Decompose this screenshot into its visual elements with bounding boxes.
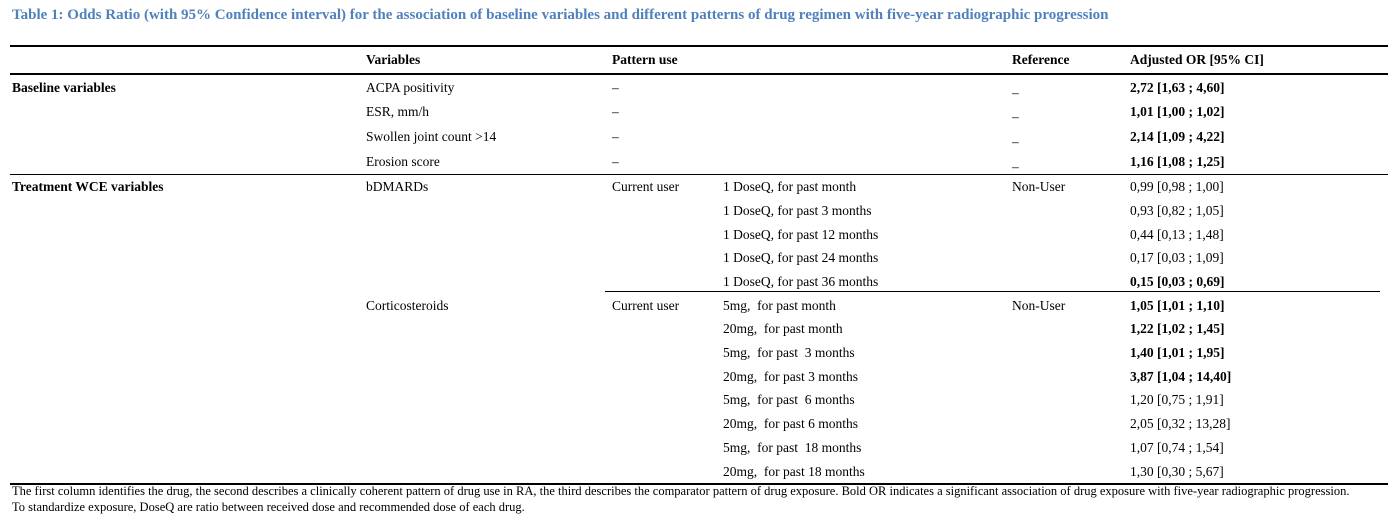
dose-cell: 20mg, for past 6 months: [723, 416, 858, 432]
table-row: 20mg, for past 18 months 1,30 [0,30 ; 5,…: [10, 459, 1388, 486]
or-cell: 0,44 [0,13 ; 1,48]: [1130, 226, 1224, 242]
or-cell: 1,20 [0,75 ; 1,91]: [1130, 392, 1224, 408]
reference-cell: Non-User: [1012, 179, 1066, 195]
pattern-cell: –: [612, 154, 619, 170]
table-row: 5mg, for past 3 months 1,40 [1,01 ; 1,95…: [10, 341, 1388, 365]
column-header-adjusted-or: Adjusted OR [95% CI]: [1130, 52, 1264, 68]
or-cell: 0,93 [0,82 ; 1,05]: [1130, 202, 1224, 218]
table-row: ESR, mm/h – – 1,01 [1,00 ; 1,02]: [10, 100, 1388, 125]
or-cell: 0,17 [0,03 ; 1,09]: [1130, 250, 1224, 266]
table-row: 1 DoseQ, for past 24 months 0,17 [0,03 ;…: [10, 246, 1388, 270]
reference-cell: –: [1012, 84, 1019, 100]
table-row: 5mg, for past 6 months 1,20 [0,75 ; 1,91…: [10, 388, 1388, 412]
table-row: 1 DoseQ, for past 36 months 0,15 [0,03 ;…: [10, 270, 1388, 294]
or-cell: 0,15 [0,03 ; 0,69]: [1130, 274, 1225, 290]
variable-cell: ESR, mm/h: [366, 104, 430, 120]
dose-cell: 20mg, for past 3 months: [723, 368, 858, 384]
pattern-cell: Current user: [612, 179, 680, 195]
group-cell: Baseline variables: [12, 79, 116, 95]
dose-cell: 20mg, for past month: [723, 321, 843, 337]
dose-cell: 5mg, for past 6 months: [723, 392, 855, 408]
or-cell: 1,01 [1,00 ; 1,02]: [1130, 104, 1225, 120]
variable-cell: Corticosteroids: [366, 297, 449, 313]
table-row: 5mg, for past 18 months 1,07 [0,74 ; 1,5…: [10, 436, 1388, 460]
table-footnote: The first column identifies the drug, th…: [12, 484, 1350, 514]
table-row: 1 DoseQ, for past 12 months 0,44 [0,13 ;…: [10, 223, 1388, 247]
odds-ratio-table: Variables Pattern use Reference Adjusted…: [10, 45, 1388, 486]
table-row: Swollen joint count >14 – – 2,14 [1,09 ;…: [10, 125, 1388, 150]
table-header-row: Variables Pattern use Reference Adjusted…: [10, 47, 1388, 75]
reference-cell: Non-User: [1012, 297, 1066, 313]
pattern-cell: Current user: [612, 297, 680, 313]
table-row: Erosion score – – 1,16 [1,08 ; 1,25]: [10, 149, 1388, 176]
table-title: Table 1: Odds Ratio (with 95% Confidence…: [12, 7, 1109, 23]
dose-cell: 5mg, for past 18 months: [723, 439, 862, 455]
column-header-pattern-use: Pattern use: [612, 52, 678, 68]
reference-cell: –: [1012, 109, 1019, 125]
or-cell: 1,07 [0,74 ; 1,54]: [1130, 439, 1224, 455]
table-row: Treatment WCE variables bDMARDs Current …: [10, 175, 1388, 199]
or-cell: 0,99 [0,98 ; 1,00]: [1130, 179, 1224, 195]
column-header-reference: Reference: [1012, 52, 1070, 68]
dose-cell: 20mg, for past 18 months: [723, 463, 865, 479]
dose-cell: 1 DoseQ, for past 24 months: [723, 250, 879, 266]
section-divider-line: [605, 290, 1380, 292]
or-cell: 2,72 [1,63 ; 4,60]: [1130, 79, 1225, 95]
dose-cell: 1 DoseQ, for past 12 months: [723, 226, 879, 242]
or-cell: 2,05 [0,32 ; 13,28]: [1130, 416, 1231, 432]
or-cell: 1,22 [1,02 ; 1,45]: [1130, 321, 1225, 337]
table-row: 20mg, for past 6 months 2,05 [0,32 ; 13,…: [10, 412, 1388, 436]
group-cell: Treatment WCE variables: [12, 179, 164, 195]
pattern-cell: –: [612, 129, 619, 145]
or-cell: 1,40 [1,01 ; 1,95]: [1130, 345, 1225, 361]
or-cell: 1,05 [1,01 ; 1,10]: [1130, 297, 1225, 313]
variable-cell: Swollen joint count >14: [366, 129, 497, 145]
table-row: 20mg, for past 3 months 3,87 [1,04 ; 14,…: [10, 365, 1388, 389]
dose-cell: 1 DoseQ, for past month: [723, 179, 857, 195]
pattern-cell: –: [612, 104, 619, 120]
variable-cell: ACPA positivity: [366, 79, 455, 95]
reference-cell: –: [1012, 134, 1019, 150]
table-row: 20mg, for past month 1,22 [1,02 ; 1,45]: [10, 317, 1388, 341]
or-cell: 2,14 [1,09 ; 4,22]: [1130, 129, 1225, 145]
dose-cell: 1 DoseQ, for past 36 months: [723, 274, 879, 290]
or-cell: 1,30 [0,30 ; 5,67]: [1130, 463, 1224, 479]
dose-cell: 1 DoseQ, for past 3 months: [723, 202, 872, 218]
or-cell: 1,16 [1,08 ; 1,25]: [1130, 154, 1225, 170]
column-header-variables: Variables: [366, 52, 421, 68]
dose-cell: 5mg, for past 3 months: [723, 345, 855, 361]
reference-cell: –: [1012, 159, 1019, 175]
variable-cell: bDMARDs: [366, 179, 429, 195]
table-row: Corticosteroids Current user 5mg, for pa…: [10, 294, 1388, 318]
table-row: 1 DoseQ, for past 3 months 0,93 [0,82 ; …: [10, 199, 1388, 223]
pattern-cell: –: [612, 79, 619, 95]
table-row: Baseline variables ACPA positivity – – 2…: [10, 75, 1388, 100]
or-cell: 3,87 [1,04 ; 14,40]: [1130, 368, 1232, 384]
dose-cell: 5mg, for past month: [723, 297, 836, 313]
variable-cell: Erosion score: [366, 154, 440, 170]
